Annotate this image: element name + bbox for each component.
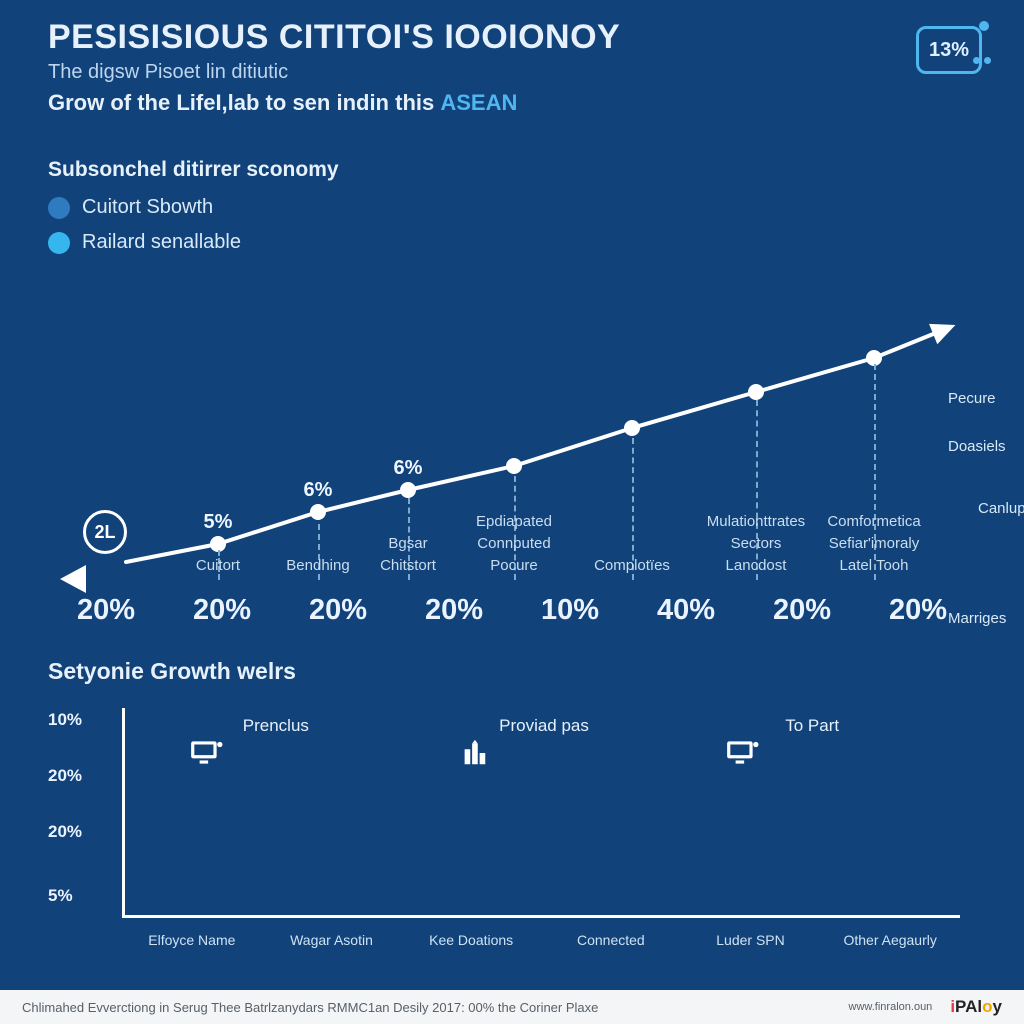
x-axis-percent: 20% [48,594,164,640]
y-axis-tick: 20% [48,822,82,842]
x-axis-percent: 10% [512,594,628,640]
subtitle-2-pre: Grow of the LifeI,lab to sen indin this [48,90,440,115]
data-point-label: 6% [394,457,423,480]
subtitle-2-emphasis: ASEAN [440,90,517,115]
side-label: Doasiels [948,438,1006,455]
bar-chart-title: Setyonie Growth welrs [48,658,296,685]
drop-line [756,400,758,580]
legend-item: Railard senallable [48,231,339,254]
y-axis-tick: 5% [48,886,73,906]
bar-group-label: Prenclus [243,716,309,736]
column-label: Bgsar [388,535,427,552]
bar-group-label: Proviad pas [499,716,589,736]
x-axis-label: Luder SPN [681,932,821,948]
column-label: Sectors [731,535,782,552]
column-label: Bendhing [286,557,349,574]
growth-line-chart: 2L 5%6%6%CuitortBendhingBgsarChitstortEp… [48,300,976,640]
legend-item: Cuitort Sbowth [48,196,339,219]
x-axis-percent: 20% [860,594,976,640]
column-label: Epdiapated [476,513,552,530]
legend-swatch [48,232,70,254]
subtitle-2: Grow of the LifeI,lab to sen indin this … [48,90,976,116]
x-axis-label: Connected [541,932,681,948]
x-axis-percent: 20% [280,594,396,640]
footer: Chlimahed Evverctiong in Serug Thee Batr… [0,990,1024,1024]
legend-label: Cuitort Sbowth [82,196,213,219]
x-axis-percent: 20% [164,594,280,640]
page-title: PESISISIOUS CITITOI'S IOOIONOY [48,18,976,57]
x-axis-label: Kee Doations [401,932,541,948]
column-label: Mulationttrates [707,513,805,530]
legend-title: Subsonchel ditirrer sconomy [48,158,339,182]
column-label: Cuitort [196,557,240,574]
metric-badge: 13% [916,26,982,74]
legend-swatch [48,197,70,219]
column-label: Sefiar'imoraly [829,535,919,552]
bar-group-label: To Part [785,716,839,736]
x-axis-label: Elfoyce Name [122,932,262,948]
growth-bar-chart: 10% 20% 20% 5% Prenclus Proviad pas To Part E… [48,702,976,952]
data-point-label: 6% [304,479,333,502]
data-point-label: 5% [204,511,233,534]
column-label: Pocure [490,557,538,574]
x-axis-percent-row: 20%20%20%20%10%40%20%20% [48,594,976,640]
y-axis-tick: 10% [48,710,82,730]
side-label: Pecure [948,390,996,407]
monitor-icon [725,738,759,768]
subtitle-1: The digsw Pisoet lin ditiutic [48,61,976,84]
metric-badge-value: 13% [929,39,969,62]
column-label: Lancdost [726,557,787,574]
legend-label: Railard senallable [82,231,241,254]
monitor-icon [189,738,223,768]
column-label: Latel Tooh [840,557,909,574]
x-axis-label: Wagar Asotin [262,932,402,948]
brand-logo: iPAloy [950,997,1002,1017]
x-axis-percent: 20% [396,594,512,640]
building-icon [457,738,491,768]
column-label: Chitstort [380,557,436,574]
x-axis-percent: 40% [628,594,744,640]
column-label: Complotïes [594,557,670,574]
footer-url: www.finralon.oun [849,1001,933,1013]
column-label: Comformetica [827,513,920,530]
column-label: Connputed [477,535,550,552]
side-label: Canlupstort [978,500,1024,517]
line-path [48,300,976,640]
x-axis-percent: 20% [744,594,860,640]
x-axis-label: Other Aegaurly [820,932,960,948]
footer-citation: Chlimahed Evverctiong in Serug Thee Batr… [22,1000,598,1015]
y-axis-tick: 20% [48,766,82,786]
